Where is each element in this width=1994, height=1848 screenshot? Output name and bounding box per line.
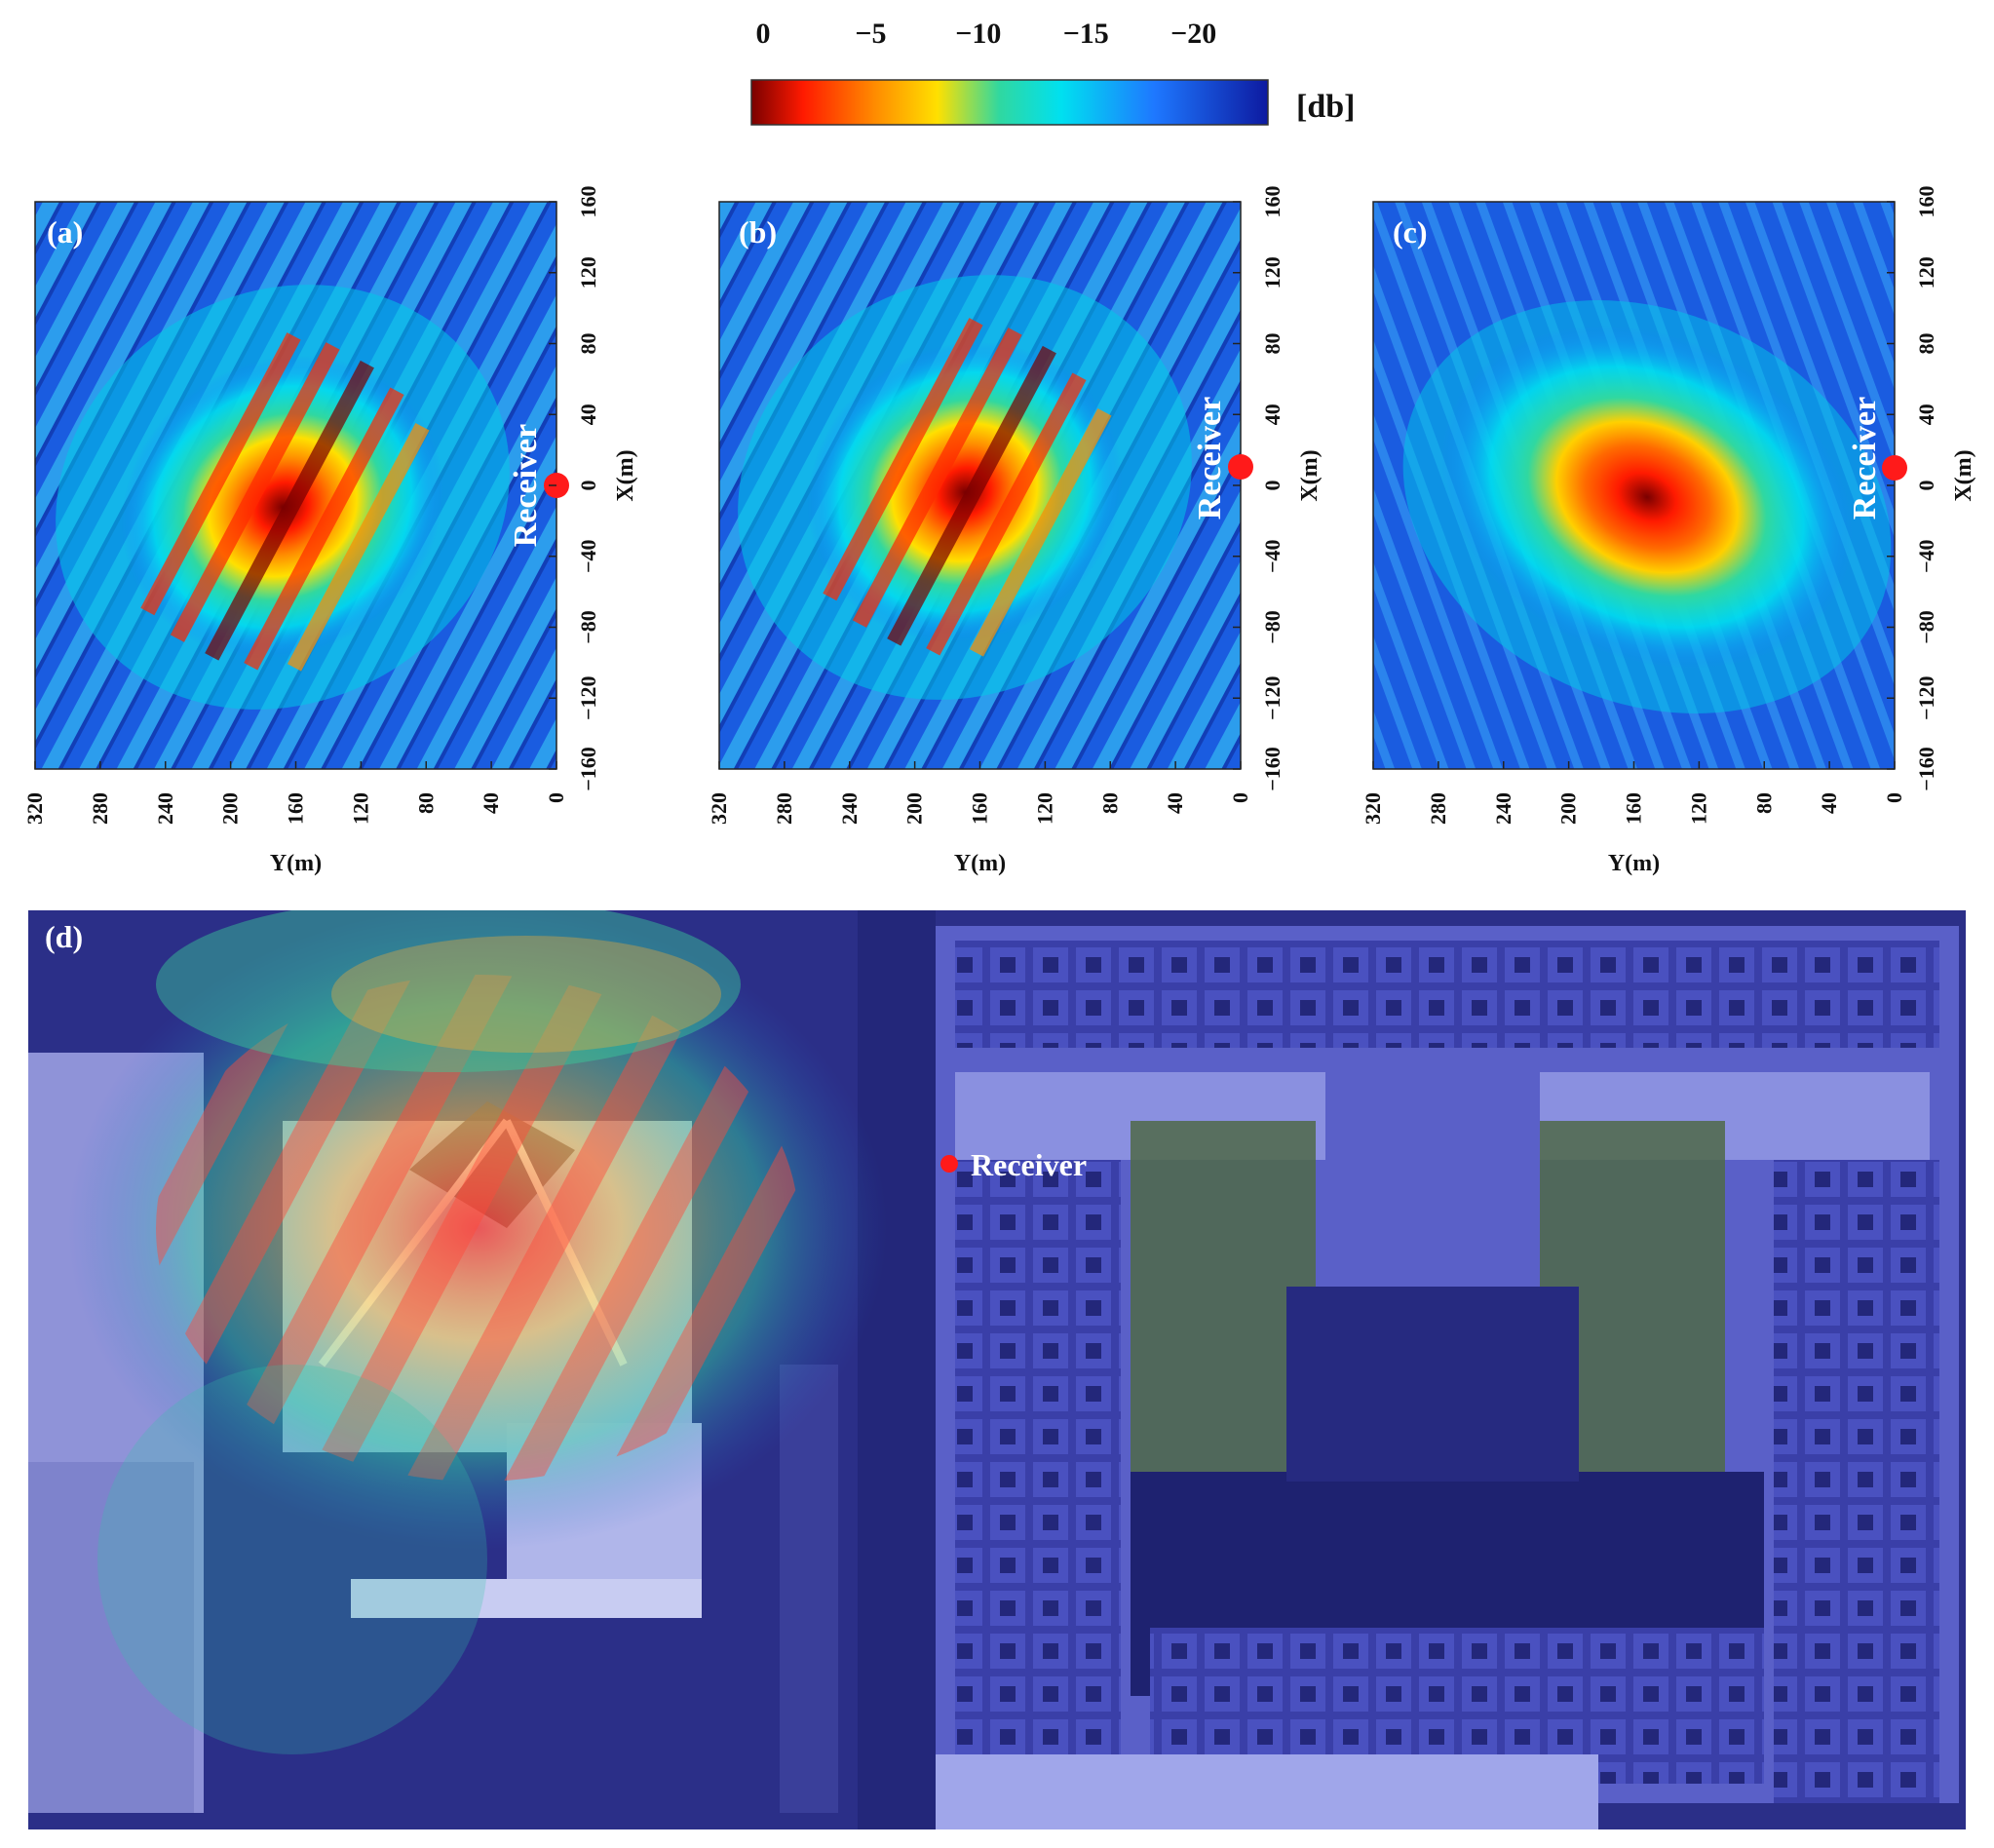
panel-c-axes: 320 280 240 200 160 120 80 40 0 160 120 80 40 0 −40 −80… xyxy=(1361,186,1976,877)
receiver-marker-d xyxy=(940,1155,958,1173)
panel-a: (a) Receiver 320 280 240 200 160 120 80 40 0 160 1… xyxy=(22,186,638,877)
x-tick-label: 120 xyxy=(1686,792,1710,825)
y-tick-label: 40 xyxy=(576,404,600,425)
panel-c: (c) Receiver 320 280 240 200 160 120 80 40 0 160 1… xyxy=(1361,186,1976,877)
y-tick-label: 0 xyxy=(576,481,600,491)
colorbar-unit: [db] xyxy=(1296,89,1355,125)
y-tick-label: −80 xyxy=(1914,610,1938,644)
x-tick-label: 40 xyxy=(479,792,503,814)
x-tick-label: 280 xyxy=(88,792,112,825)
panel-b-axes: 320 280 240 200 160 120 80 40 0 160 120 80 40 0 −40 −80… xyxy=(707,186,1323,877)
x-tick-label: 160 xyxy=(1622,792,1646,825)
panel-a-heat xyxy=(56,285,510,710)
colorbar-gradient xyxy=(750,79,1269,126)
panel-c-label: (c) xyxy=(1393,214,1428,250)
panel-c-heat xyxy=(1402,300,1892,713)
colorbar-tick-label: 0 xyxy=(756,18,771,50)
y-tick-label: −160 xyxy=(576,747,600,791)
x-tick-label: 160 xyxy=(968,792,992,825)
y-tick-label: 160 xyxy=(576,186,600,218)
courtyard-left xyxy=(1131,1121,1316,1472)
x-tick-label: 120 xyxy=(1032,792,1056,825)
colorbar-tick-label: −20 xyxy=(1170,18,1216,50)
x-tick-label: 0 xyxy=(1882,792,1906,803)
y-tick-label: 80 xyxy=(576,333,600,355)
receiver-label-d: Receiver xyxy=(971,1147,1087,1182)
x-tick-label: 200 xyxy=(1556,792,1581,825)
x-tick-label: 280 xyxy=(1426,792,1450,825)
colorbar-tick-label: −5 xyxy=(855,18,886,50)
x-tick-label: 200 xyxy=(902,792,927,825)
x-tick-label: 40 xyxy=(1817,792,1841,814)
x-tick-label: 0 xyxy=(544,792,568,803)
panel-b: (b) Receiver 320 280 240 200 160 120 80 40 0 160 1… xyxy=(707,186,1323,877)
panel-d-label: (d) xyxy=(45,919,83,954)
y-tick-label: −80 xyxy=(1260,610,1285,644)
receiver-label-a: Receiver xyxy=(508,424,544,547)
y-axis-title: X(m) xyxy=(613,449,638,501)
y-tick-label: −40 xyxy=(1914,539,1938,573)
panel-b-label: (b) xyxy=(739,214,777,250)
panel-a-axes: 320 280 240 200 160 120 80 40 0 160 120 80 40 0 −40 −80… xyxy=(22,186,638,877)
panel-d: (d) Receiver xyxy=(28,910,1966,1829)
panel-b-heat xyxy=(738,275,1192,700)
x-tick-label: 200 xyxy=(218,792,243,825)
colorbar-tick-label: −15 xyxy=(1063,18,1109,50)
x-tick-label: 40 xyxy=(1163,792,1187,814)
x-tick-label: 120 xyxy=(348,792,372,825)
y-tick-label: −80 xyxy=(576,610,600,644)
y-tick-label: −120 xyxy=(576,675,600,720)
y-tick-label: −160 xyxy=(1914,747,1938,791)
y-tick-label: 80 xyxy=(1914,333,1938,355)
x-tick-label: 320 xyxy=(707,792,731,825)
y-tick-label: −40 xyxy=(1260,539,1285,573)
y-tick-label: 120 xyxy=(576,256,600,289)
y-tick-label: 80 xyxy=(1260,333,1285,355)
colorbar: 0 −5 −10 −15 −20 [db] xyxy=(750,18,1355,126)
x-tick-label: 240 xyxy=(1491,792,1515,825)
y-tick-label: −40 xyxy=(576,539,600,573)
y-axis-title: X(m) xyxy=(1297,449,1323,501)
x-tick-label: 320 xyxy=(22,792,47,825)
x-axis-title: Y(m) xyxy=(954,851,1006,876)
x-tick-label: 280 xyxy=(772,792,796,825)
x-tick-label: 80 xyxy=(413,792,438,814)
y-tick-label: 0 xyxy=(1914,481,1938,491)
y-tick-label: 120 xyxy=(1260,256,1285,289)
y-axis-title: X(m) xyxy=(1951,449,1976,501)
x-tick-label: 0 xyxy=(1228,792,1252,803)
y-tick-label: −120 xyxy=(1260,675,1285,720)
x-tick-label: 80 xyxy=(1751,792,1776,814)
panel-a-label: (a) xyxy=(47,214,83,250)
receiver-label-b: Receiver xyxy=(1192,397,1228,520)
y-tick-label: 120 xyxy=(1914,256,1938,289)
y-tick-label: 160 xyxy=(1914,186,1938,218)
x-tick-label: 240 xyxy=(837,792,862,825)
x-axis-title: Y(m) xyxy=(270,851,322,876)
x-tick-label: 80 xyxy=(1097,792,1122,814)
y-tick-label: −120 xyxy=(1914,675,1938,720)
colorbar-tick-label: −10 xyxy=(955,18,1001,50)
x-tick-label: 320 xyxy=(1361,792,1385,825)
colorbar-ticks: 0 −5 −10 −15 −20 xyxy=(756,18,1217,50)
receiver-marker-b xyxy=(1228,454,1253,480)
x-axis-title: Y(m) xyxy=(1608,851,1660,876)
y-tick-label: 0 xyxy=(1260,481,1285,491)
x-tick-label: 160 xyxy=(284,792,308,825)
y-tick-label: 40 xyxy=(1260,404,1285,425)
receiver-label-c: Receiver xyxy=(1847,397,1883,520)
y-tick-label: 160 xyxy=(1260,186,1285,218)
x-tick-label: 240 xyxy=(153,792,177,825)
receiver-marker-c xyxy=(1882,455,1907,481)
y-tick-label: 40 xyxy=(1914,404,1938,425)
y-tick-label: −160 xyxy=(1260,747,1285,791)
